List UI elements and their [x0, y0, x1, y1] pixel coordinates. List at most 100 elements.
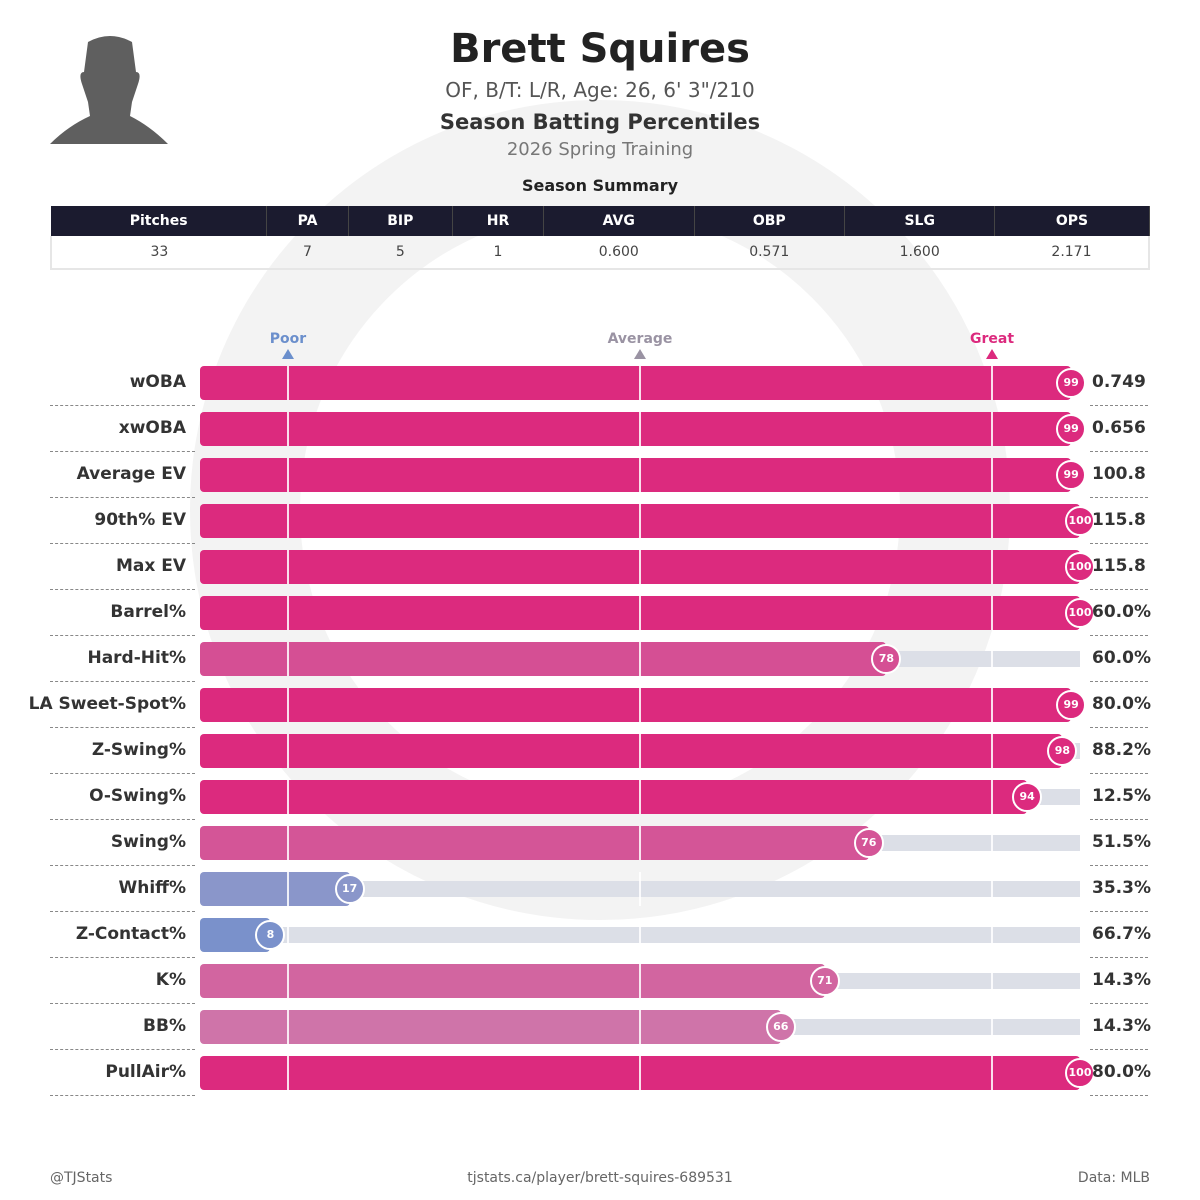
- row-separator: [50, 1095, 195, 1096]
- row-separator: [1090, 589, 1148, 590]
- row-separator: [50, 727, 195, 728]
- percentile-bar: [200, 872, 350, 906]
- summary-header-hr: HR: [452, 206, 545, 236]
- row-separator: [50, 451, 195, 452]
- summary-header-pa: PA: [266, 206, 349, 236]
- marker-triangle-icon: [986, 349, 998, 359]
- reference-line: [287, 596, 289, 630]
- season-label: 2026 Spring Training: [506, 139, 694, 160]
- summary-header-slg: SLG: [844, 206, 996, 236]
- percentile-badge: 100: [1065, 552, 1095, 582]
- reference-line: [991, 412, 993, 446]
- metric-label: wOBA: [129, 372, 186, 392]
- percentile-badge: 17: [334, 874, 365, 904]
- metric-label: K%: [155, 970, 186, 990]
- reference-line: [991, 780, 993, 814]
- summary-value-obp: 0.571: [694, 236, 845, 270]
- metric-label: BB%: [143, 1016, 186, 1036]
- row-separator: [50, 405, 195, 406]
- row-separator: [1090, 497, 1148, 498]
- row-separator: [50, 911, 195, 912]
- summary-value-avg: 0.600: [543, 236, 695, 270]
- summary-header-bip: BIP: [348, 206, 453, 236]
- metric-label: xwOBA: [118, 418, 186, 438]
- percentile-bar: [200, 780, 1028, 814]
- reference-line: [991, 504, 993, 538]
- reference-line: [639, 1010, 641, 1044]
- percentile-bar: [200, 642, 887, 676]
- reference-line: [991, 458, 993, 492]
- row-separator: [1090, 957, 1148, 958]
- metric-label: Swing%: [110, 832, 186, 852]
- percentile-bar: [200, 688, 1072, 722]
- row-separator: [50, 635, 195, 636]
- row-separator: [1090, 773, 1148, 774]
- row-separator: [1090, 1049, 1148, 1050]
- metric-label: Hard-Hit%: [87, 648, 186, 668]
- percentile-bar: [200, 412, 1072, 446]
- metric-value: 115.8: [1092, 510, 1146, 530]
- metric-label: Average EV: [76, 464, 186, 484]
- metric-value: 100.8: [1092, 464, 1146, 484]
- marker-triangle-icon: [282, 349, 294, 359]
- reference-line: [639, 504, 641, 538]
- reference-line: [639, 1056, 641, 1090]
- reference-line: [287, 642, 289, 676]
- row-separator: [50, 1003, 195, 1004]
- reference-line: [287, 734, 289, 768]
- metric-value: 80.0%: [1092, 1062, 1151, 1082]
- percentile-badge: 100: [1065, 598, 1095, 628]
- row-separator: [1090, 727, 1148, 728]
- metric-value: 60.0%: [1092, 648, 1151, 668]
- percentile-badge: 66: [765, 1012, 796, 1042]
- reference-line: [287, 918, 289, 952]
- row-separator: [1090, 1095, 1148, 1096]
- row-separator: [1090, 451, 1148, 452]
- reference-line: [287, 1010, 289, 1044]
- marker-label: Average: [607, 331, 673, 347]
- chart-subtitle: Season Batting Percentiles: [439, 110, 761, 134]
- footer-url[interactable]: tjstats.ca/player/brett-squires-689531: [467, 1170, 733, 1186]
- reference-line: [287, 826, 289, 860]
- reference-line: [639, 780, 641, 814]
- percentile-badge: 8: [255, 920, 286, 950]
- row-separator: [1090, 543, 1148, 544]
- marker-triangle-icon: [634, 349, 646, 359]
- metric-label: Z-Contact%: [75, 924, 186, 944]
- row-separator: [50, 865, 195, 866]
- metric-value: 88.2%: [1092, 740, 1151, 760]
- row-separator: [50, 819, 195, 820]
- percentile-badge: 100: [1065, 506, 1095, 536]
- reference-line: [287, 412, 289, 446]
- row-separator: [1090, 865, 1148, 866]
- marker-label: Great: [969, 331, 1015, 347]
- summary-header-obp: OBP: [694, 206, 845, 236]
- metric-value: 35.3%: [1092, 878, 1151, 898]
- percentile-badge: 99: [1056, 368, 1087, 398]
- reference-line: [287, 780, 289, 814]
- reference-line: [991, 550, 993, 584]
- reference-line: [639, 872, 641, 906]
- metric-value: 60.0%: [1092, 602, 1151, 622]
- percentile-bar: [200, 964, 825, 998]
- row-separator: [1090, 1003, 1148, 1004]
- reference-line: [991, 596, 993, 630]
- summary-value-slg: 1.600: [844, 236, 995, 270]
- metric-value: 66.7%: [1092, 924, 1151, 944]
- reference-line: [991, 1056, 993, 1090]
- metric-value: 115.8: [1092, 556, 1146, 576]
- summary-title: Season Summary: [521, 176, 679, 195]
- summary-value-pitches: 33: [50, 236, 267, 270]
- reference-line: [639, 596, 641, 630]
- reference-line: [287, 1056, 289, 1090]
- footer-source: Data: MLB: [1077, 1170, 1150, 1186]
- metric-label: O-Swing%: [89, 786, 186, 806]
- percentile-badge: 76: [853, 828, 884, 858]
- row-separator: [1090, 635, 1148, 636]
- percentile-badge: 98: [1047, 736, 1078, 766]
- footer-handle: @TJStats: [50, 1170, 113, 1186]
- metric-value: 0.656: [1092, 418, 1146, 438]
- reference-line: [991, 366, 993, 400]
- reference-line: [991, 642, 993, 676]
- row-separator: [50, 681, 195, 682]
